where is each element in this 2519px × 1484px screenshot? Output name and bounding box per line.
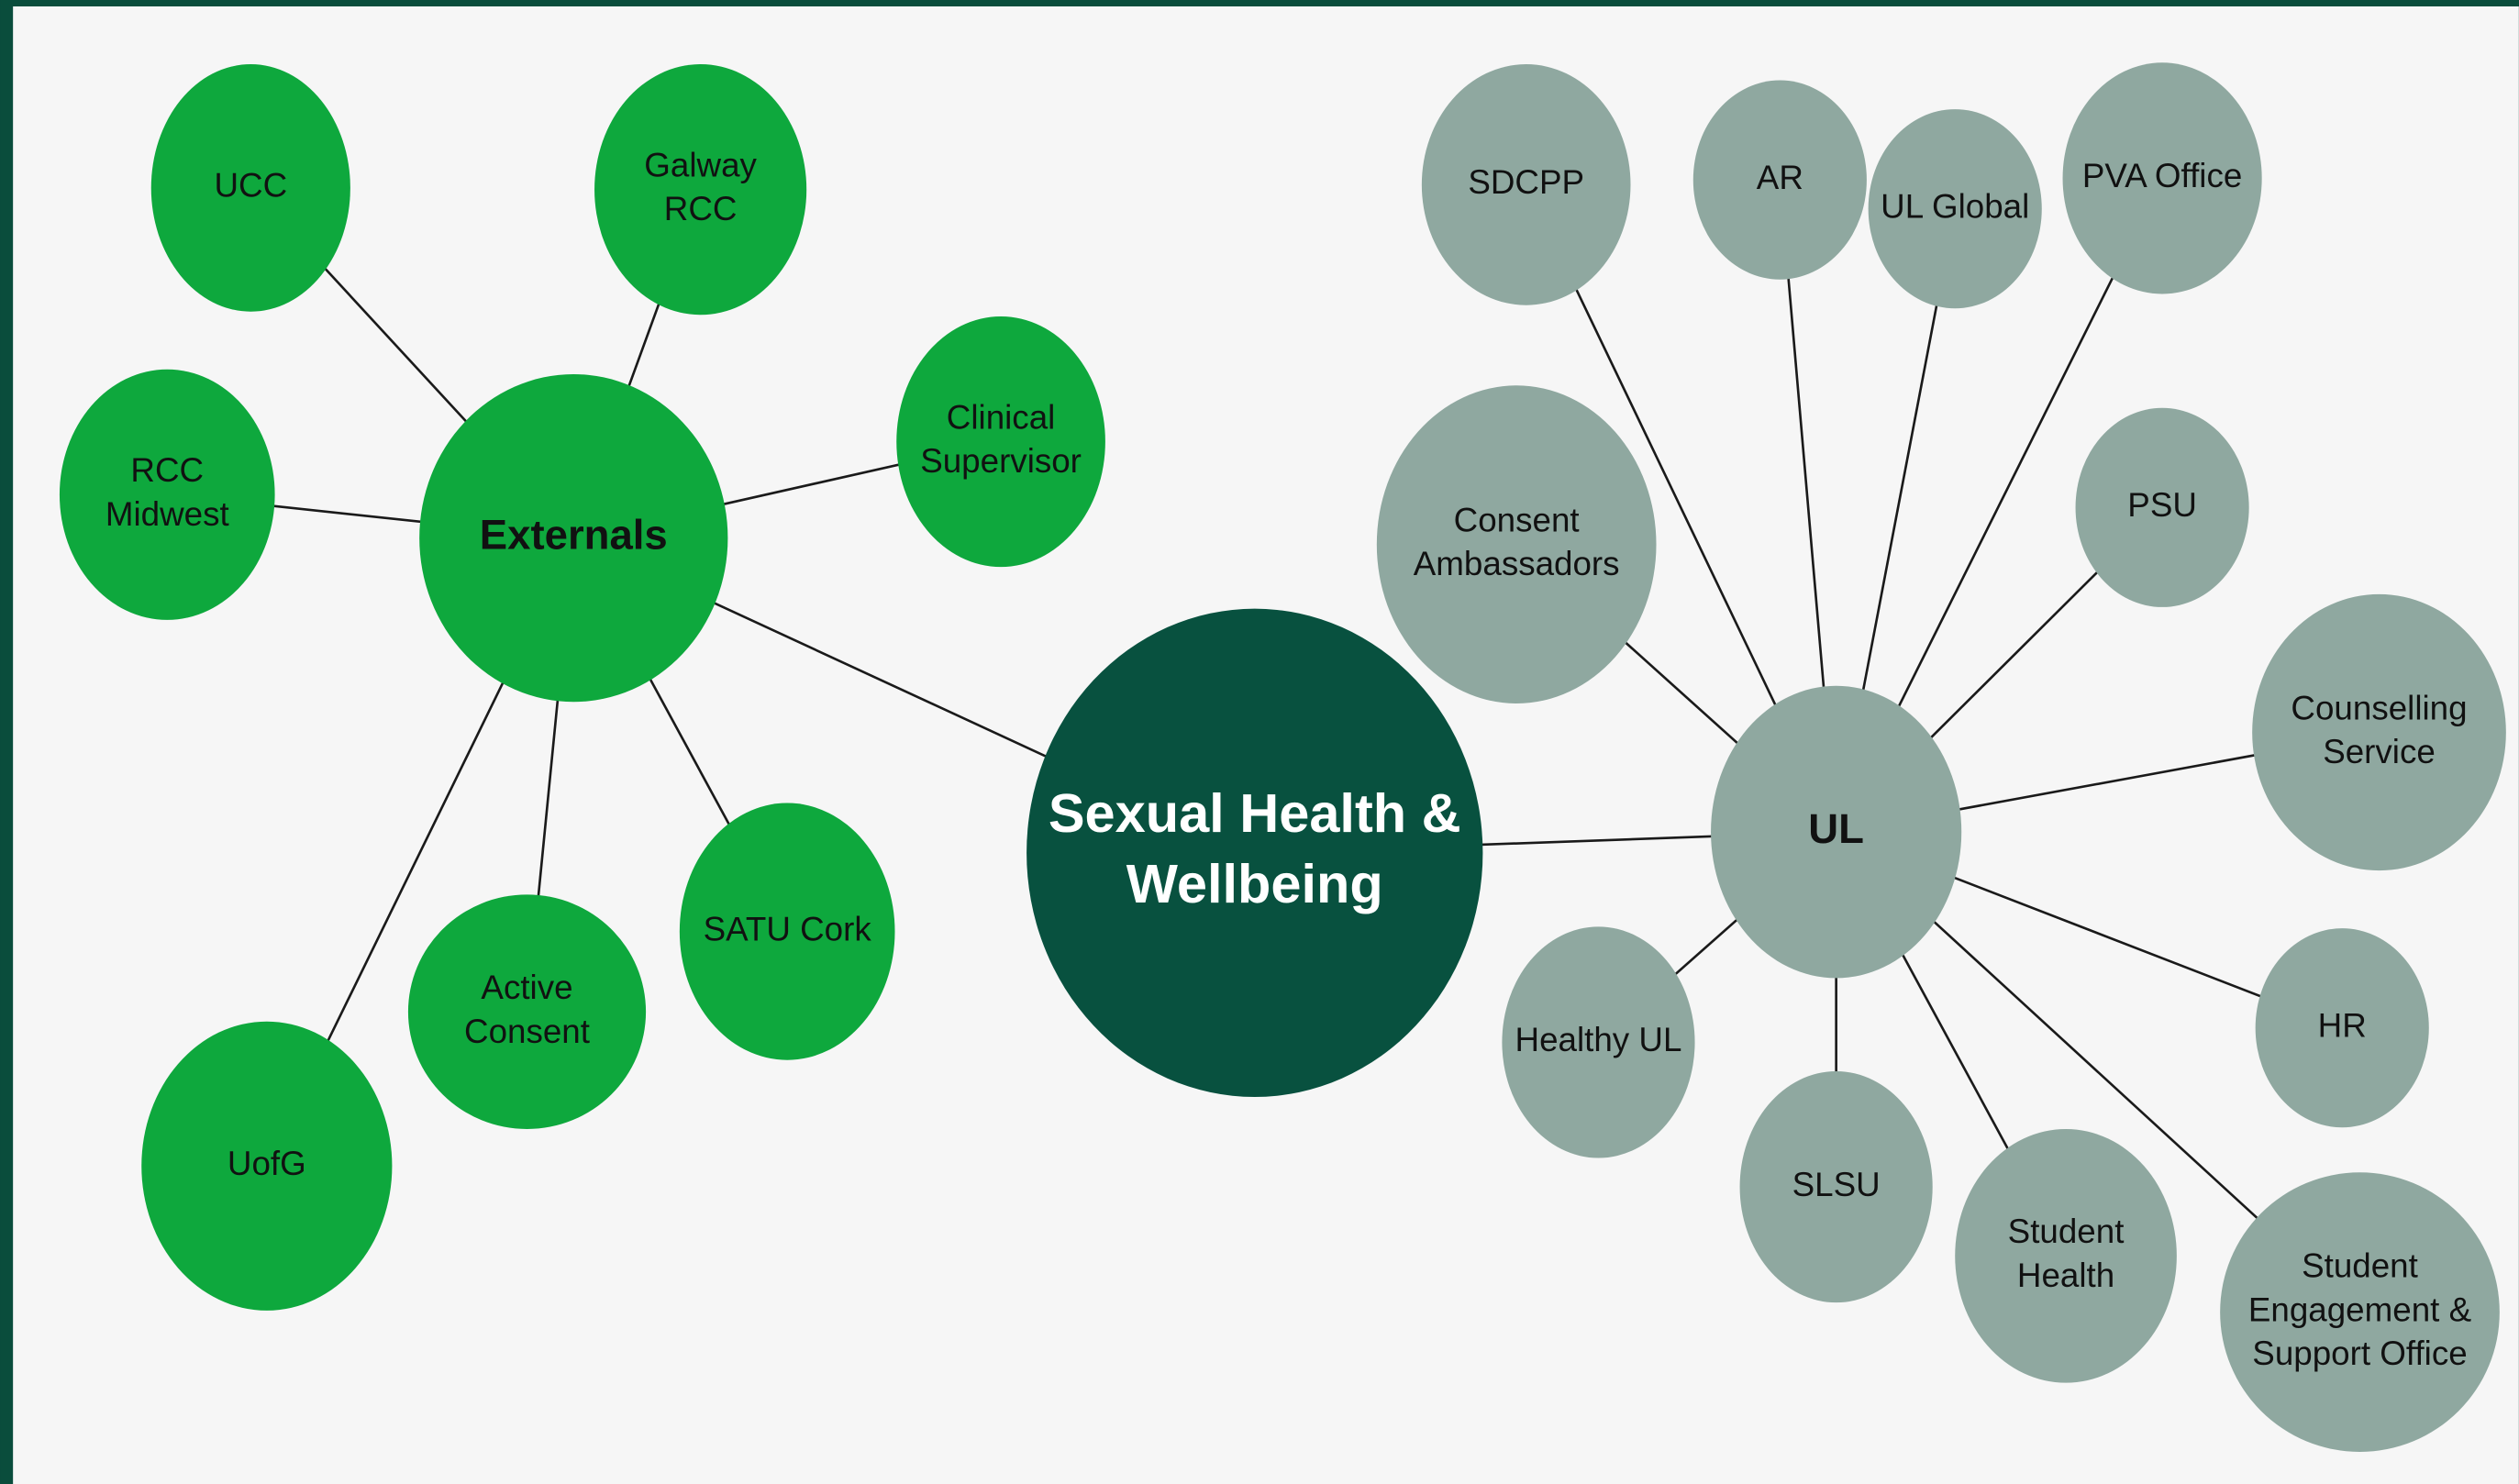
- node: [2252, 593, 2506, 871]
- node: [419, 374, 728, 703]
- node-label: SATU Cork: [704, 910, 872, 947]
- node-label: Midwest: [105, 495, 229, 533]
- node: [1692, 80, 1867, 280]
- node-label: Wellbeing: [1126, 853, 1383, 914]
- node-label: SDCPP: [1468, 163, 1584, 201]
- node: [1739, 1070, 1933, 1303]
- node-label: Support Office: [2252, 1334, 2467, 1372]
- node-label: UL: [1808, 805, 1864, 852]
- node-label: RCC: [664, 190, 738, 227]
- node-label: AR: [1757, 159, 1803, 196]
- node: [896, 316, 1105, 568]
- node-label: Counselling: [2291, 689, 2467, 726]
- node: [407, 894, 647, 1130]
- node-label: Healthy UL: [1515, 1021, 1682, 1058]
- node-label: Sexual Health &: [1049, 782, 1461, 844]
- node-label: Health: [2017, 1257, 2114, 1294]
- node: [141, 1021, 393, 1311]
- node-label: RCC: [130, 451, 204, 489]
- node-label: UofG: [227, 1145, 306, 1182]
- node: [2062, 62, 2262, 294]
- node: [1502, 926, 1695, 1158]
- node-label: PSU: [2127, 486, 2197, 524]
- node: [150, 64, 350, 312]
- node-label: UL Global: [1881, 187, 2029, 225]
- node-label: SLSU: [1792, 1166, 1881, 1203]
- node-label: Ambassadors: [1414, 545, 1620, 582]
- node: [594, 64, 807, 316]
- node: [1421, 64, 1631, 305]
- node-label: HR: [2318, 1006, 2367, 1044]
- node-label: UCC: [214, 167, 287, 205]
- node-label: Consent: [464, 1013, 590, 1050]
- node: [2220, 1172, 2500, 1452]
- node-label: Galway: [644, 146, 757, 183]
- node-label: Clinical: [947, 398, 1056, 436]
- node-label: Student: [2008, 1213, 2125, 1250]
- node: [1868, 109, 2042, 309]
- nodes: Sexual Health & Wellbeing Externals UCC Galw…: [59, 62, 2506, 1452]
- node-label: Service: [2323, 733, 2436, 770]
- node-label: Consent: [1454, 501, 1580, 538]
- node: [1026, 608, 1483, 1097]
- node: [1376, 385, 1657, 703]
- node: [1955, 1129, 2177, 1383]
- node: [679, 803, 895, 1060]
- node-label: Active: [481, 969, 572, 1006]
- node-label: Supervisor: [920, 442, 1082, 480]
- node-label: Student: [2302, 1247, 2418, 1285]
- node-label: Externals: [480, 512, 668, 559]
- node: [2255, 928, 2429, 1128]
- node: [2075, 407, 2249, 607]
- node: [59, 369, 275, 620]
- node-label: Engagement &: [2248, 1290, 2471, 1328]
- node-label: PVA Office: [2082, 157, 2242, 194]
- node: [1711, 685, 1962, 979]
